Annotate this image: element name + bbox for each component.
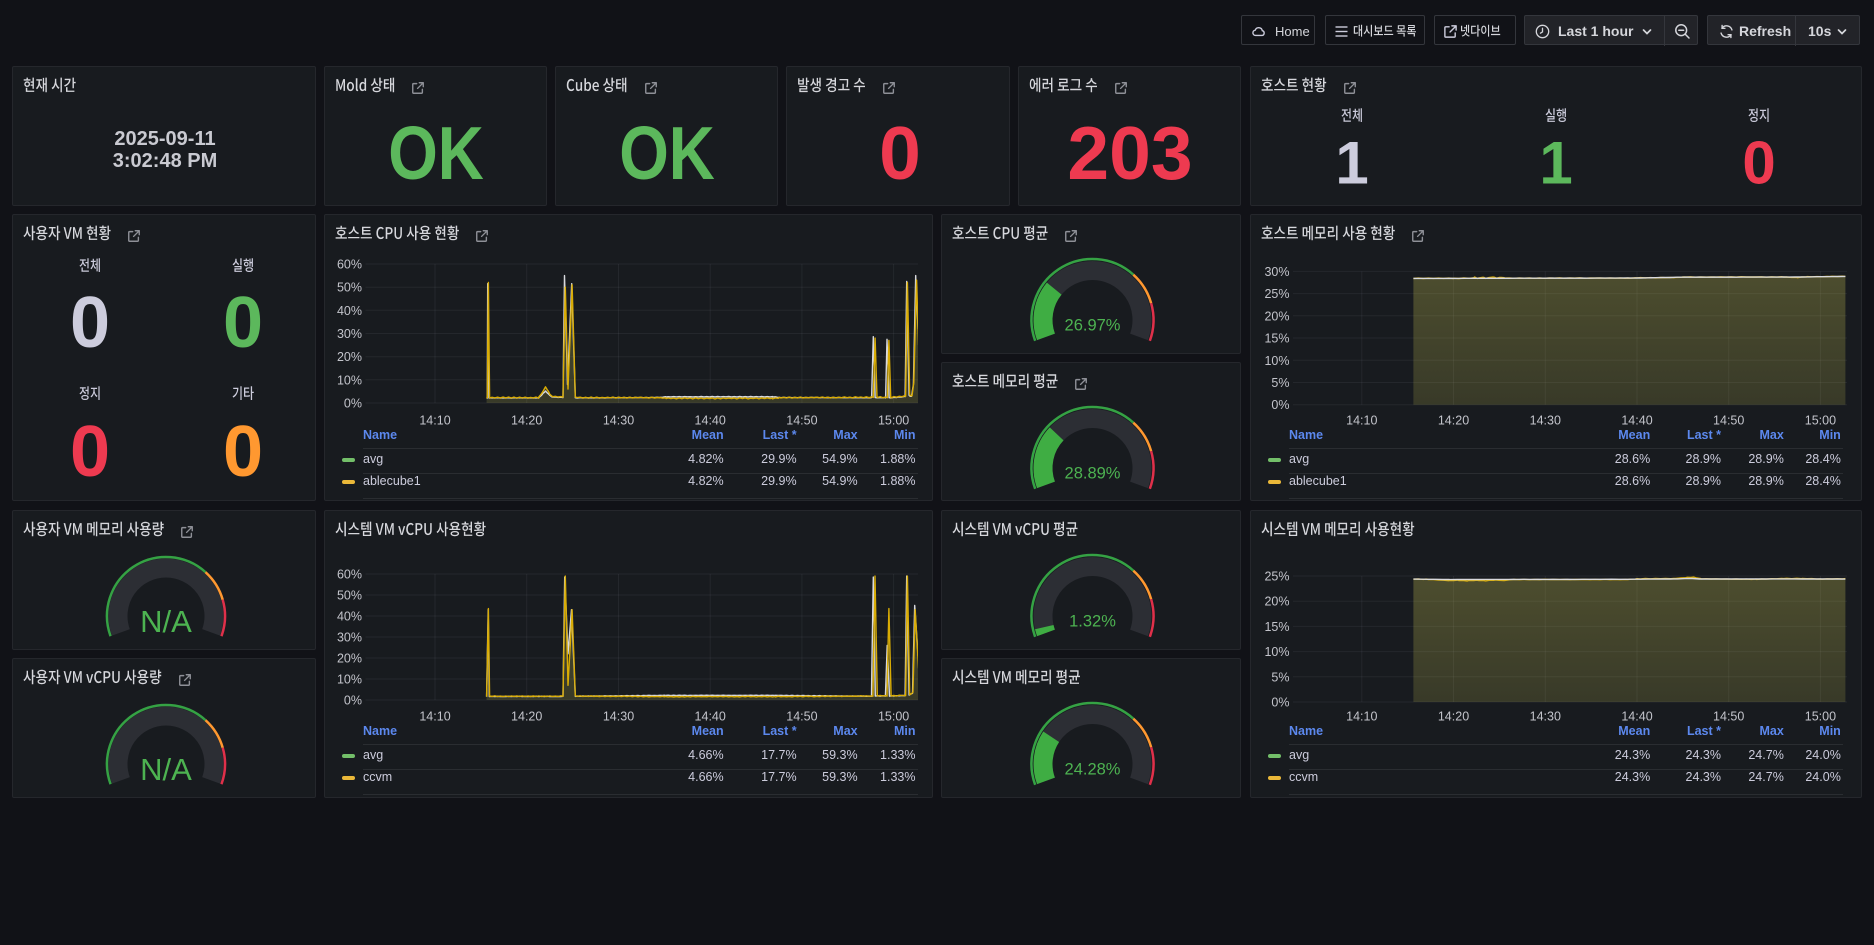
svg-text:14:20: 14:20	[1438, 710, 1469, 724]
svg-text:10%: 10%	[1264, 645, 1289, 659]
svg-text:14:50: 14:50	[786, 710, 817, 724]
svg-text:14:20: 14:20	[511, 710, 542, 724]
svg-text:30%: 30%	[337, 631, 362, 645]
svg-text:14:10: 14:10	[419, 414, 450, 428]
svg-text:14:10: 14:10	[1346, 414, 1377, 428]
svg-text:15:00: 15:00	[1805, 414, 1836, 428]
svg-text:14:20: 14:20	[511, 414, 542, 428]
svg-text:30%: 30%	[1264, 265, 1289, 279]
svg-text:50%: 50%	[337, 281, 362, 295]
svg-text:60%: 60%	[337, 258, 362, 272]
svg-text:10%: 10%	[1264, 354, 1289, 368]
svg-text:50%: 50%	[337, 589, 362, 603]
svg-text:0%: 0%	[344, 694, 362, 708]
svg-text:14:40: 14:40	[1621, 414, 1652, 428]
svg-text:10%: 10%	[337, 673, 362, 687]
svg-text:14:40: 14:40	[695, 414, 726, 428]
svg-text:20%: 20%	[1264, 595, 1289, 609]
svg-text:14:30: 14:30	[603, 710, 634, 724]
svg-text:15%: 15%	[1264, 332, 1289, 346]
svg-text:14:20: 14:20	[1438, 414, 1469, 428]
svg-text:20%: 20%	[337, 652, 362, 666]
svg-text:0%: 0%	[344, 397, 362, 411]
svg-text:14:50: 14:50	[786, 414, 817, 428]
svg-text:14:40: 14:40	[695, 710, 726, 724]
svg-text:15:00: 15:00	[878, 414, 909, 428]
svg-text:14:30: 14:30	[603, 414, 634, 428]
svg-text:20%: 20%	[337, 350, 362, 364]
svg-text:14:50: 14:50	[1713, 710, 1744, 724]
svg-text:60%: 60%	[337, 568, 362, 582]
svg-text:14:10: 14:10	[419, 710, 450, 724]
svg-text:5%: 5%	[1271, 670, 1289, 684]
svg-text:15:00: 15:00	[1805, 710, 1836, 724]
svg-text:25%: 25%	[1264, 570, 1289, 584]
svg-text:14:30: 14:30	[1530, 414, 1561, 428]
svg-text:0%: 0%	[1271, 696, 1289, 710]
svg-text:0%: 0%	[1271, 398, 1289, 412]
svg-text:20%: 20%	[1264, 309, 1289, 323]
svg-text:14:50: 14:50	[1713, 414, 1744, 428]
svg-text:14:10: 14:10	[1346, 710, 1377, 724]
svg-text:40%: 40%	[337, 610, 362, 624]
svg-text:14:30: 14:30	[1530, 710, 1561, 724]
svg-text:14:40: 14:40	[1621, 710, 1652, 724]
svg-text:15%: 15%	[1264, 620, 1289, 634]
svg-text:40%: 40%	[337, 304, 362, 318]
svg-text:25%: 25%	[1264, 287, 1289, 301]
svg-text:10%: 10%	[337, 373, 362, 387]
svg-text:30%: 30%	[337, 327, 362, 341]
svg-text:5%: 5%	[1271, 376, 1289, 390]
svg-text:15:00: 15:00	[878, 710, 909, 724]
